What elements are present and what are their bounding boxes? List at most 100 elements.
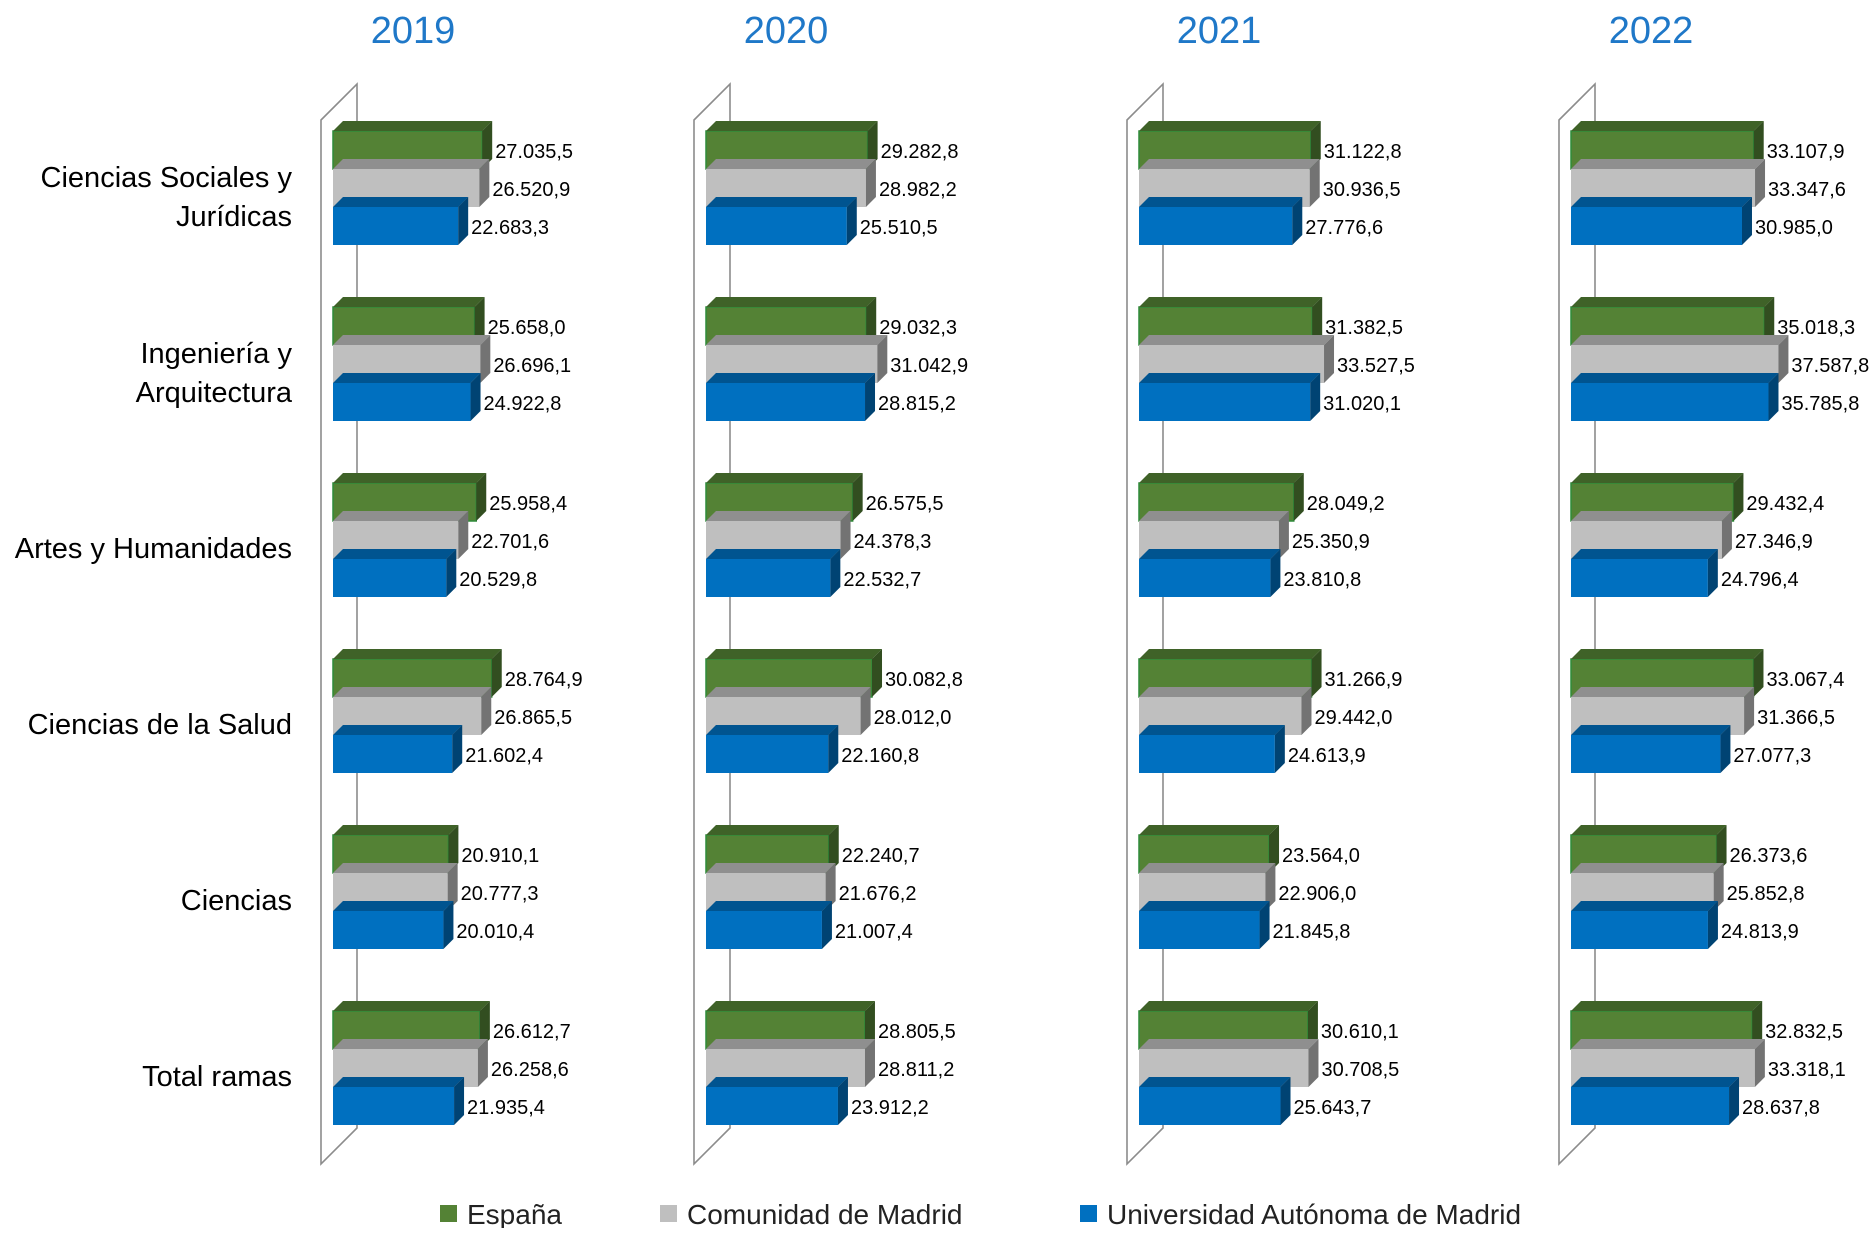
bar-2022-s0-c3-side	[1753, 649, 1764, 697]
bar-2019-s0-c0-side	[482, 121, 493, 169]
bar-2020-s0-c4-side	[828, 825, 839, 873]
value-label: 33.318,1	[1768, 1059, 1846, 1081]
bar-2019-s2-c0-side	[458, 197, 469, 245]
year-title-2022: 2022	[1609, 10, 1694, 52]
bar-2019-s2-c5-side	[454, 1077, 465, 1125]
bar-2022-s1-c5-top	[1571, 1039, 1765, 1049]
bar-2020-s2-c4-side	[821, 901, 832, 949]
value-label: 26.575,5	[866, 493, 944, 515]
value-label: 24.922,8	[484, 393, 562, 415]
bar-2019-s1-c3-top	[333, 687, 492, 697]
bar-2022-s2-c0-front	[1571, 207, 1742, 245]
value-label: 31.382,5	[1325, 317, 1403, 339]
bar-2021-s2-c0-top	[1139, 197, 1303, 207]
legend-label: España	[467, 1199, 562, 1228]
bar-2020-s2-c1-front	[706, 383, 866, 421]
bar-2019-s2-c0-top	[333, 197, 469, 207]
bar-2021-s0-c0-top	[1139, 121, 1321, 131]
bar-2022-s1-c0-side	[1755, 159, 1766, 207]
bar-2021-s0-c4-side	[1269, 825, 1280, 873]
value-label: 28.049,2	[1307, 493, 1385, 515]
bar-2019-s2-c1-top	[333, 373, 481, 383]
value-label: 28.982,2	[879, 179, 957, 201]
bar-2019-s1-c5-side	[477, 1039, 488, 1087]
bar-2021-s2-c3-top	[1139, 725, 1285, 735]
bar-2022-s0-c5-top	[1571, 1001, 1763, 1011]
value-label: 26.612,7	[493, 1021, 571, 1043]
bar-2021-s2-c1-side	[1310, 373, 1321, 421]
bar-2019-s1-c4-side	[447, 863, 458, 911]
value-label: 22.906,0	[1278, 883, 1356, 905]
bar-2022-s2-c2-top	[1571, 549, 1718, 559]
bar-2022-s0-c4-top	[1571, 825, 1727, 835]
bar-2022-s2-c2-side	[1707, 549, 1718, 597]
bar-2021-s1-c3-top	[1139, 687, 1312, 697]
bar-2022-s0-c0-top	[1571, 121, 1764, 131]
bar-2020-s1-c1-top	[706, 335, 888, 345]
value-label: 20.010,4	[456, 921, 534, 943]
bar-2022-s0-c1-side	[1764, 297, 1775, 345]
bar-2022-s2-c1-side	[1768, 373, 1779, 421]
value-label: 24.796,4	[1721, 569, 1799, 591]
bar-2019-s0-c1-top	[333, 297, 485, 307]
bar-2021-s1-c1-top	[1139, 335, 1335, 345]
bar-2021-s1-c5-side	[1308, 1039, 1319, 1087]
value-label: 28.764,9	[505, 669, 583, 691]
value-label: 29.432,4	[1746, 493, 1824, 515]
value-label: 21.007,4	[835, 921, 913, 943]
bar-2022-s0-c1-top	[1571, 297, 1775, 307]
year-title-2020: 2020	[744, 10, 829, 52]
value-label: 25.510,5	[860, 217, 938, 239]
legend-swatch	[1080, 1205, 1097, 1222]
bar-2020-s2-c5-top	[706, 1077, 848, 1087]
bar-2020-s0-c1-side	[866, 297, 877, 345]
bar-2020-s0-c1-top	[706, 297, 877, 307]
bar-2020-s1-c5-side	[864, 1039, 875, 1087]
bar-2021-s1-c2-top	[1139, 511, 1289, 521]
bar-2022-s2-c3-side	[1720, 725, 1731, 773]
value-label: 35.018,3	[1777, 317, 1855, 339]
bar-2022-s2-c0-side	[1741, 197, 1752, 245]
bar-2020-s1-c1-side	[877, 335, 888, 383]
value-label: 22.701,6	[471, 531, 549, 553]
bar-2019-s0-c5-top	[333, 1001, 490, 1011]
value-label: 21.935,4	[467, 1097, 545, 1119]
bar-2019-s1-c5-top	[333, 1039, 488, 1049]
bar-2022-s2-c4-front	[1571, 911, 1708, 949]
value-label: 33.347,6	[1768, 179, 1846, 201]
bar-2020-s0-c0-top	[706, 121, 878, 131]
bar-2019-s2-c4-front	[333, 911, 444, 949]
value-label: 20.529,8	[459, 569, 537, 591]
value-label: 31.122,8	[1324, 141, 1402, 163]
value-label: 27.035,5	[495, 141, 573, 163]
bar-2019-s1-c1-side	[480, 335, 491, 383]
value-label: 37.587,8	[1791, 355, 1869, 377]
bar-2020-s1-c3-side	[860, 687, 871, 735]
bar-2022-s0-c3-top	[1571, 649, 1764, 659]
year-title-2021: 2021	[1177, 10, 1262, 52]
value-label: 24.613,9	[1288, 745, 1366, 767]
value-label: 22.683,3	[471, 217, 549, 239]
bar-2019-s0-c2-top	[333, 473, 487, 483]
bar-2019-s1-c0-side	[479, 159, 490, 207]
bar-2021-s2-c2-side	[1270, 549, 1281, 597]
bar-2021-s2-c5-side	[1280, 1077, 1291, 1125]
bar-2021-s0-c2-top	[1139, 473, 1304, 483]
value-label: 28.815,2	[878, 393, 956, 415]
bar-2020-s2-c1-side	[865, 373, 876, 421]
bar-2022-s2-c1-top	[1571, 373, 1779, 383]
value-label: 28.811,2	[878, 1059, 954, 1081]
bar-2022-s0-c2-top	[1571, 473, 1744, 483]
bar-2022-s0-c4-side	[1716, 825, 1727, 873]
bar-2021-s2-c2-top	[1139, 549, 1281, 559]
value-label: 33.527,5	[1337, 355, 1415, 377]
bar-2019-s2-c3-side	[452, 725, 463, 773]
bar-2020-s1-c5-top	[706, 1039, 875, 1049]
bar-2021-s2-c0-side	[1292, 197, 1303, 245]
value-label: 30.936,5	[1323, 179, 1401, 201]
bar-2022-s1-c0-top	[1571, 159, 1766, 169]
bar-2020-s1-c0-top	[706, 159, 876, 169]
bar-2020-s2-c2-side	[830, 549, 841, 597]
bar-2022-s1-c2-side	[1721, 511, 1732, 559]
value-label: 22.532,7	[843, 569, 921, 591]
